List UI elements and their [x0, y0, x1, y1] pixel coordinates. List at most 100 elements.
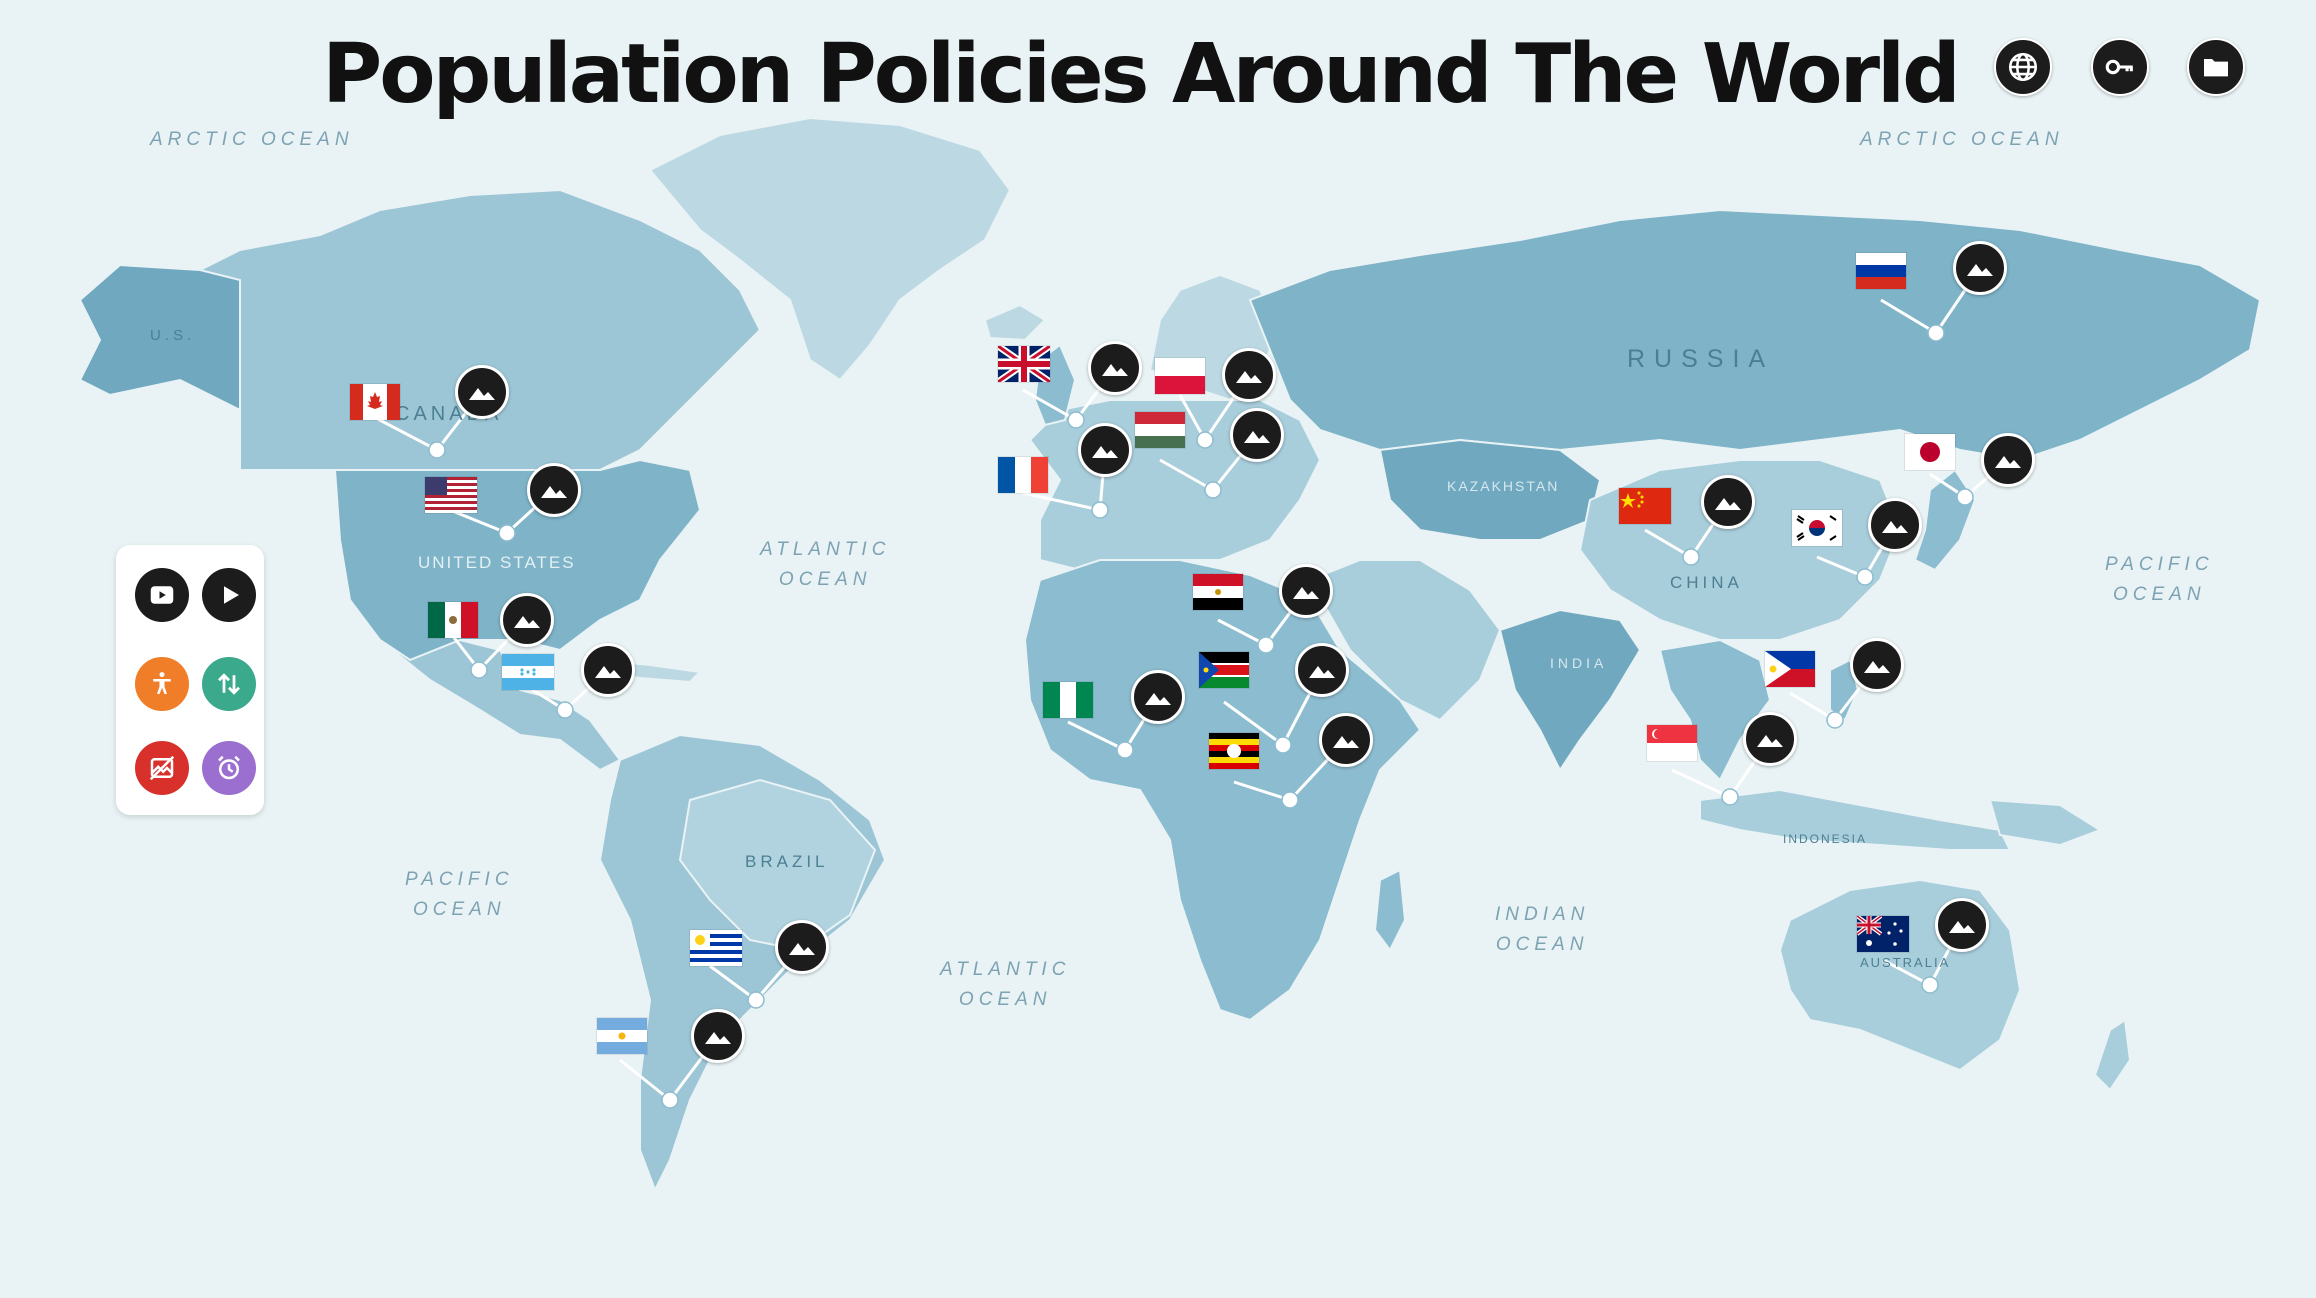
folder-icon	[2204, 59, 2228, 77]
country-label-india: INDIA	[1550, 655, 1608, 671]
russia-flag	[1856, 253, 1906, 289]
marker-russia[interactable]	[1953, 241, 2007, 295]
poland-flag	[1155, 358, 1205, 394]
country-label-russia: RUSSIA	[1627, 345, 1775, 373]
southeast-asia-shape	[1658, 638, 1772, 782]
marker-uganda[interactable]	[1319, 713, 1373, 767]
marker-china[interactable]	[1701, 475, 1755, 529]
middle-east-shape	[1308, 559, 1502, 722]
uganda-flag	[1209, 733, 1259, 769]
marker-singapore[interactable]	[1743, 712, 1797, 766]
image-icon	[1967, 264, 1993, 276]
marker-japan[interactable]	[1981, 433, 2035, 487]
up-down-arrows-icon	[218, 673, 240, 695]
marker-egypt[interactable]	[1279, 564, 1333, 618]
country-label-china: CHINA	[1670, 573, 1743, 592]
new-zealand-shape	[2093, 1018, 2132, 1092]
marker-hungary[interactable]	[1230, 408, 1284, 462]
image-icon	[1309, 666, 1335, 678]
ocean-label-arctic-right: ARCTIC OCEAN	[1860, 129, 2064, 150]
philippines-flag	[1765, 651, 1815, 687]
marker-france[interactable]	[1078, 423, 1132, 477]
image-icon	[1333, 736, 1359, 748]
marker-south-korea[interactable]	[1868, 498, 1922, 552]
ocean-label-pacific-southwest: PACIFIC OCEAN	[405, 869, 514, 920]
play-icon	[224, 586, 239, 604]
image-icon	[1882, 521, 1908, 533]
accessibility-icon	[153, 672, 171, 694]
uk-flag	[998, 346, 1050, 382]
country-label-australia: AUSTRALIA	[1860, 955, 1951, 970]
left-toolbar	[116, 545, 264, 815]
marker-canada[interactable]	[455, 365, 509, 419]
mexico-shape	[379, 638, 622, 772]
marker-united-states[interactable]	[527, 463, 581, 517]
mexico-flag	[428, 602, 478, 638]
alarm-clock-icon	[218, 755, 240, 780]
uruguay-flag	[690, 930, 742, 966]
marker-south-sudan[interactable]	[1295, 643, 1349, 697]
image-icon	[514, 616, 540, 628]
ocean-label-atlantic-north: ATLANTIC OCEAN	[760, 539, 891, 590]
marker-australia[interactable]	[1935, 898, 1989, 952]
nigeria-flag	[1043, 682, 1093, 718]
image-icon	[541, 486, 567, 498]
indonesia-shape	[1699, 788, 2012, 851]
page-title: Population Policies Around The World	[322, 27, 1961, 122]
china-flag	[1619, 488, 1671, 524]
marker-uruguay[interactable]	[775, 920, 829, 974]
sort-button[interactable]	[202, 657, 256, 711]
play-button[interactable]	[202, 568, 256, 622]
video-button[interactable]	[135, 568, 189, 622]
japan-flag	[1905, 434, 1955, 470]
key-button[interactable]	[2091, 38, 2149, 96]
accessibility-button[interactable]	[135, 657, 189, 711]
country-label-brazil: BRAZIL	[745, 852, 829, 871]
ocean-label-atlantic-south: ATLANTIC OCEAN	[940, 959, 1071, 1010]
australia-flag	[1857, 916, 1909, 952]
new-guinea-shape	[1988, 798, 2103, 847]
landmasses	[78, 116, 2262, 1193]
timer-button[interactable]	[202, 741, 256, 795]
image-off-icon	[149, 755, 175, 781]
image-icon	[1864, 661, 1890, 673]
madagascar-shape	[1373, 868, 1407, 952]
russia-shape	[1248, 208, 2262, 462]
image-icon	[789, 943, 815, 955]
india-shape	[1498, 608, 1642, 772]
folder-button[interactable]	[2187, 38, 2245, 96]
marker-anchors	[428, 324, 1974, 1109]
image-icon	[1145, 693, 1171, 705]
image-icon	[705, 1032, 731, 1044]
image-icon	[1949, 921, 1975, 933]
central-asia-shape	[1378, 438, 1602, 541]
south-korea-flag	[1792, 510, 1842, 546]
marker-argentina[interactable]	[691, 1009, 745, 1063]
image-icon	[1293, 587, 1319, 599]
image-icon	[1102, 364, 1128, 376]
no-image-button[interactable]	[135, 741, 189, 795]
marker-philippines[interactable]	[1850, 638, 1904, 692]
image-icon	[1092, 446, 1118, 458]
alaska-shape	[78, 263, 241, 412]
globe-icon	[2008, 52, 2038, 82]
country-label-kazakhstan: KAZAKHSTAN	[1447, 478, 1560, 494]
image-icon	[469, 388, 495, 400]
image-icon	[595, 666, 621, 678]
marker-honduras[interactable]	[581, 643, 635, 697]
egypt-flag	[1193, 574, 1243, 610]
canada-flag	[350, 384, 400, 420]
marker-nigeria[interactable]	[1131, 670, 1185, 724]
singapore-flag	[1647, 725, 1697, 761]
globe-button[interactable]	[1994, 38, 2052, 96]
hungary-flag	[1135, 412, 1185, 448]
image-icon	[1236, 371, 1262, 383]
marker-mexico[interactable]	[500, 593, 554, 647]
greenland-shape	[648, 116, 1012, 382]
key-icon	[2105, 59, 2133, 75]
marker-poland[interactable]	[1222, 348, 1276, 402]
marker-united-kingdom[interactable]	[1088, 341, 1142, 395]
ocean-label-pacific-east: PACIFIC OCEAN	[2105, 554, 2214, 605]
